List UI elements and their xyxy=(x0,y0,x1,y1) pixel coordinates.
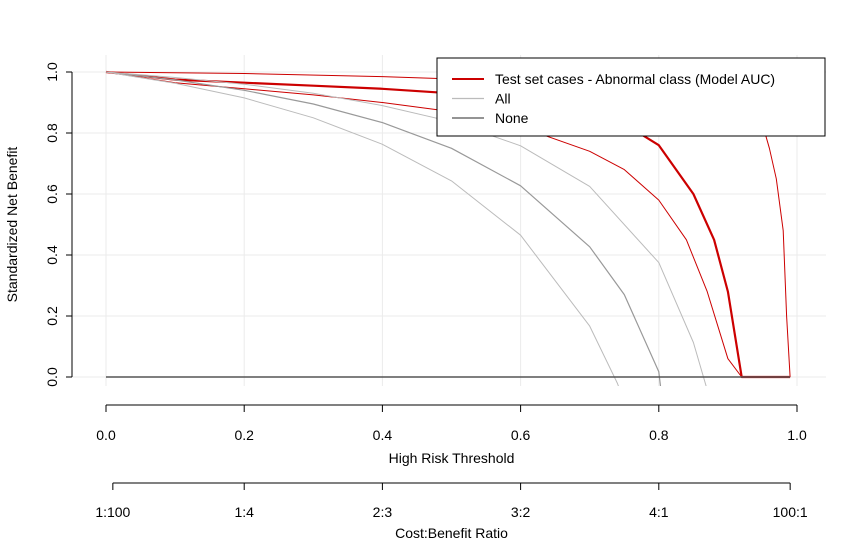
cost-benefit-tick-label-4: 4:1 xyxy=(649,504,669,520)
x-axis-label: High Risk Threshold xyxy=(389,450,515,466)
cost-benefit-tick-label-1: 1:4 xyxy=(234,504,254,520)
x-tick-label-4: 0.8 xyxy=(649,427,669,443)
legend: Test set cases - Abnormal class (Model A… xyxy=(436,57,826,137)
y-tick-label-1: 0.2 xyxy=(44,306,60,326)
cost-benefit-tick-label-0: 1:100 xyxy=(95,504,130,520)
series-line-model-ci-lower xyxy=(105,71,763,378)
y-tick-label-4: 0.8 xyxy=(44,123,60,143)
y-tick-label-3: 0.6 xyxy=(44,184,60,204)
x-tick-label-3: 0.6 xyxy=(511,427,531,443)
cost-benefit-tick-label-5: 100:1 xyxy=(773,504,808,520)
series-line-all-ci-lower xyxy=(105,71,619,386)
cost-benefit-tick-label-3: 3:2 xyxy=(511,504,531,520)
y-axis: 0.0 0.2 0.4 0.6 0.8 1.0 Standardized Net Benef… xyxy=(4,62,73,387)
x-tick-label-2: 0.4 xyxy=(373,427,393,443)
y-tick-label-5: 1.0 xyxy=(44,62,60,82)
cost-benefit-tick-label-2: 2:3 xyxy=(373,504,393,520)
legend-label-2: None xyxy=(495,110,529,126)
series-line-all xyxy=(105,71,662,386)
legend-label-0: Test set cases - Abnormal class (Model A… xyxy=(495,71,775,87)
x-tick-label-1: 0.2 xyxy=(234,427,254,443)
x-tick-label-0: 0.0 xyxy=(96,427,116,443)
x-tick-label-5: 1.0 xyxy=(787,427,807,443)
x-axis: 0.0 0.2 0.4 0.6 0.8 1.0 High Risk Threshold xyxy=(96,404,807,466)
legend-label-1: All xyxy=(495,90,511,106)
y-axis-label: Standardized Net Benefit xyxy=(4,147,20,303)
legend-box xyxy=(436,57,826,137)
y-tick-label-2: 0.4 xyxy=(44,245,60,265)
cost-benefit-axis-label: Cost:Benefit Ratio xyxy=(395,525,508,541)
y-tick-label-0: 0.0 xyxy=(44,367,60,387)
cost-benefit-axis: 1:100 1:4 2:3 3:2 4:1 100:1 Cost:Benefit Ratio xyxy=(95,482,808,541)
